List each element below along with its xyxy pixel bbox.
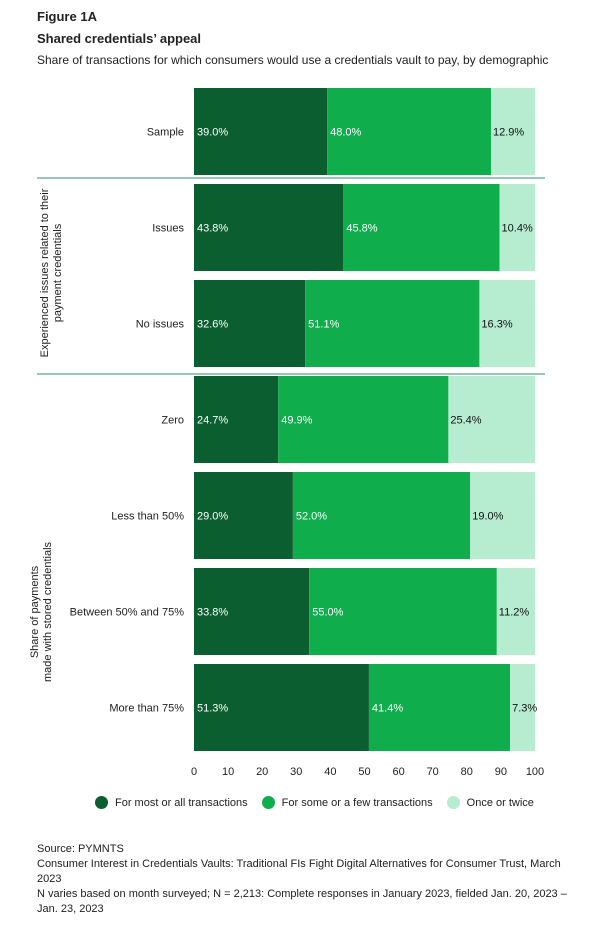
x-tick-20: 20 bbox=[256, 766, 268, 778]
group-label-stored-credentials-line-2: made with stored credentials bbox=[42, 541, 54, 682]
bar-issues-some bbox=[343, 184, 500, 271]
data-label-issues-some: 45.8% bbox=[346, 223, 377, 235]
bar-between-50-and-75-most bbox=[194, 568, 310, 655]
chart-title: Shared credentials’ appeal bbox=[37, 31, 202, 46]
data-label-less-than-50-most: 29.0% bbox=[197, 511, 228, 523]
report-note: Consumer Interest in Credentials Vaults:… bbox=[37, 858, 561, 885]
group-label-issues-line-1: Experienced issues related to their bbox=[39, 188, 51, 357]
x-tick-90: 90 bbox=[495, 766, 507, 778]
methodology-note: N varies based on month surveyed; N = 2,… bbox=[37, 888, 567, 915]
bar-less-than-50-once bbox=[470, 472, 535, 559]
stacked-bar-chart: 39.0% 48.0% 12.9% Sample 43.8% 45.8% 10.4% Issu… bbox=[29, 88, 545, 778]
data-label-less-than-50-once: 19.0% bbox=[472, 511, 503, 523]
x-tick-0: 0 bbox=[191, 766, 197, 778]
chart-subtitle: Share of transactions for which consumer… bbox=[37, 53, 549, 67]
legend-item-most: For most or all transactions bbox=[95, 796, 248, 809]
bar-more-than-75-most bbox=[194, 664, 369, 751]
data-label-sample-most: 39.0% bbox=[197, 127, 228, 139]
category-label-issues: Issues bbox=[152, 223, 184, 235]
bar-sample-once bbox=[490, 88, 535, 175]
x-tick-60: 60 bbox=[392, 766, 404, 778]
data-label-issues-once: 10.4% bbox=[502, 223, 533, 235]
data-label-issues-most: 43.8% bbox=[197, 223, 228, 235]
data-label-less-than-50-some: 52.0% bbox=[296, 511, 327, 523]
legend-swatch-most bbox=[95, 796, 108, 809]
category-label-less-than-50: Less than 50% bbox=[111, 511, 184, 523]
bar-issues-once bbox=[499, 184, 535, 271]
bar-no-issues-once bbox=[479, 280, 535, 367]
category-label-zero: Zero bbox=[161, 415, 184, 427]
legend-item-some: For some or a few transactions bbox=[261, 796, 433, 809]
data-label-more-than-75-once: 7.3% bbox=[512, 703, 537, 715]
data-label-more-than-75-some: 41.4% bbox=[372, 703, 403, 715]
data-label-between-50-and-75-most: 33.8% bbox=[197, 607, 228, 619]
legend-label-most: For most or all transactions bbox=[115, 796, 248, 809]
bar-zero-once bbox=[448, 376, 535, 463]
bar-less-than-50-most bbox=[194, 472, 293, 559]
x-tick-50: 50 bbox=[358, 766, 370, 778]
chart-legend: For most or all transactions For some or… bbox=[95, 796, 548, 809]
legend-swatch-once bbox=[446, 796, 460, 809]
legend-swatch-some bbox=[261, 796, 275, 809]
chart-notes: Source: PYMNTS Consumer Interest in Cred… bbox=[37, 842, 567, 917]
bar-between-50-and-75-some bbox=[309, 568, 497, 655]
data-label-no-issues-most: 32.6% bbox=[197, 319, 228, 331]
x-tick-80: 80 bbox=[461, 766, 473, 778]
x-tick-40: 40 bbox=[324, 766, 336, 778]
source-note: Source: PYMNTS bbox=[37, 843, 124, 855]
data-label-between-50-and-75-some: 55.0% bbox=[312, 607, 343, 619]
group-label-issues-line-2: payment credentials bbox=[52, 223, 64, 322]
bar-zero-some bbox=[278, 376, 449, 463]
legend-label-once: Once or twice bbox=[466, 796, 534, 809]
x-tick-10: 10 bbox=[222, 766, 234, 778]
bar-sample-some bbox=[327, 88, 491, 175]
bar-less-than-50-some bbox=[292, 472, 471, 559]
bar-zero-most bbox=[194, 376, 279, 463]
data-label-zero-some: 49.9% bbox=[281, 415, 312, 427]
data-label-zero-most: 24.7% bbox=[197, 415, 228, 427]
category-label-no-issues: No issues bbox=[136, 319, 185, 331]
legend-item-once: Once or twice bbox=[446, 796, 534, 809]
x-tick-70: 70 bbox=[427, 766, 439, 778]
data-label-sample-once: 12.9% bbox=[493, 127, 524, 139]
data-label-between-50-and-75-once: 11.2% bbox=[499, 607, 530, 619]
bar-more-than-75-once bbox=[510, 664, 535, 751]
category-label-more-than-75: More than 75% bbox=[109, 703, 184, 715]
x-tick-100: 100 bbox=[526, 766, 544, 778]
data-label-no-issues-once: 16.3% bbox=[481, 319, 512, 331]
bar-issues-most bbox=[194, 184, 344, 271]
bar-between-50-and-75-once bbox=[496, 568, 535, 655]
bar-no-issues-some bbox=[305, 280, 480, 367]
category-label-between-50-and-75: Between 50% and 75% bbox=[70, 607, 185, 619]
data-label-sample-some: 48.0% bbox=[330, 127, 361, 139]
bar-no-issues-most bbox=[194, 280, 306, 367]
legend-label-some: For some or a few transactions bbox=[281, 796, 433, 809]
data-label-more-than-75-most: 51.3% bbox=[197, 703, 228, 715]
x-tick-30: 30 bbox=[290, 766, 302, 778]
category-label-sample: Sample bbox=[147, 127, 184, 139]
figure-label: Figure 1A bbox=[37, 9, 97, 24]
data-label-no-issues-some: 51.1% bbox=[308, 319, 339, 331]
bar-sample-most bbox=[194, 88, 328, 175]
bar-more-than-75-some bbox=[368, 664, 511, 751]
group-label-stored-credentials-line-1: Share of payments bbox=[29, 565, 41, 658]
data-label-zero-once: 25.4% bbox=[450, 415, 481, 427]
